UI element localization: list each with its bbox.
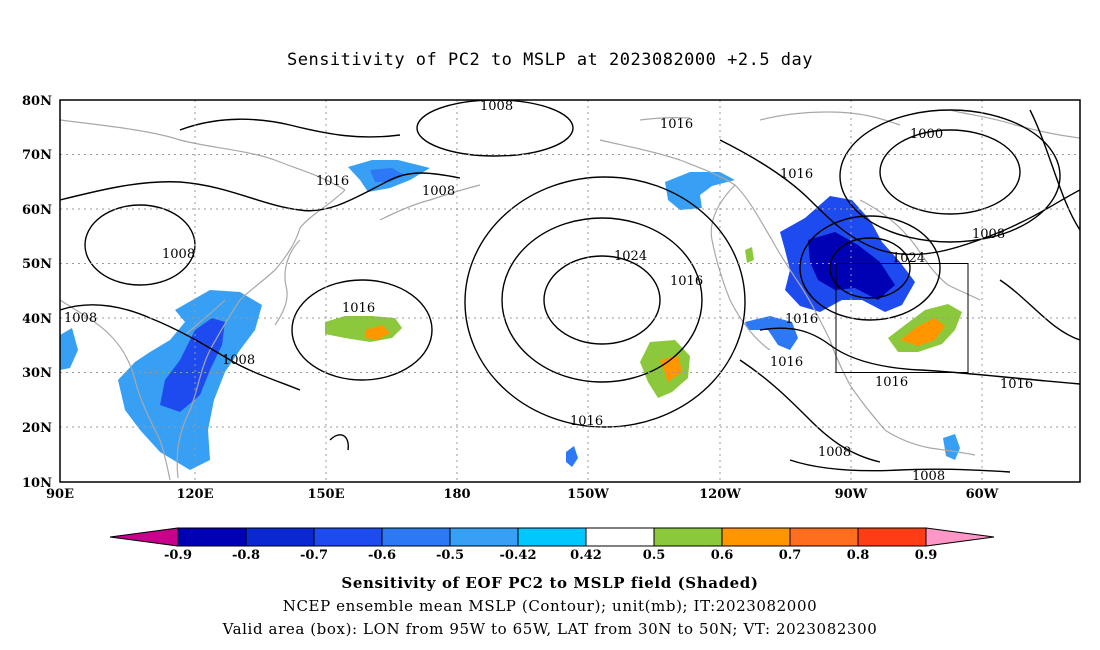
contour-label: 1008 <box>972 227 1005 242</box>
colorbar-low-arrow <box>109 527 179 547</box>
shade-negative-alaska <box>665 172 735 210</box>
colorbar-swatch <box>449 527 519 547</box>
colorbar-swatch <box>585 527 655 547</box>
footer-valid-area-caption: Valid area (box): LON from 95W to 65W, L… <box>222 620 878 638</box>
shade-positive-us-dot <box>745 247 754 263</box>
colorbar-swatch <box>721 527 791 547</box>
colorbar-swatch <box>517 527 587 547</box>
shade-negative-bering-core <box>370 168 405 182</box>
contour-label: 1024 <box>614 249 647 264</box>
contour-layer <box>60 100 1080 473</box>
contour-label: 1008 <box>422 184 455 199</box>
lat-label: 30N <box>22 366 52 381</box>
contour-label: 1016 <box>670 274 703 289</box>
lon-label: 60W <box>966 487 999 502</box>
lon-axis: 90E 120E 150E 180 150W 120W 90W 60W <box>46 487 999 502</box>
colorbar: -0.9 -0.8 -0.7 -0.6 -0.5 -0.42 0.42 0.5 … <box>109 527 995 563</box>
contour-label-group: 1008 1016 1016 1008 1000 1016 1008 1024 … <box>64 99 1033 484</box>
colorbar-swatch <box>313 527 383 547</box>
lat-label: 40N <box>22 312 52 327</box>
shade-positive-pacific-east-core <box>660 355 682 382</box>
contour-label: 1008 <box>912 469 945 484</box>
lon-label: 90E <box>46 487 74 502</box>
lat-label: 20N <box>22 421 52 436</box>
contour-label: 1016 <box>316 174 349 189</box>
shade-positive-pacific-mid-core <box>365 325 390 340</box>
contour-label: 1016 <box>785 312 818 327</box>
map-title: Sensitivity of PC2 to MSLP at 2023082000… <box>286 50 813 70</box>
lat-label: 10N <box>22 476 52 491</box>
colorbar-label: 0.7 <box>779 548 802 563</box>
colorbar-label: -0.6 <box>368 548 396 563</box>
shading-layer <box>60 160 962 470</box>
plot-frame <box>59 99 1081 483</box>
colorbar-label: 0.6 <box>711 548 734 563</box>
shade-negative-pacific-dot <box>566 446 578 467</box>
colorbar-high-arrow <box>925 527 995 547</box>
colorbar-label: -0.7 <box>300 548 328 563</box>
colorbar-swatch <box>245 527 315 547</box>
contour-label: 1008 <box>818 445 851 460</box>
lon-label: 120W <box>699 487 741 502</box>
contour-label: 1016 <box>770 355 803 370</box>
lat-label: 50N <box>22 257 52 272</box>
shade-negative-asia-core <box>160 318 225 412</box>
contour-label: 1008 <box>222 353 255 368</box>
colorbar-label: -0.5 <box>436 548 464 563</box>
colorbar-swatch <box>653 527 723 547</box>
colorbar-label: -0.9 <box>164 548 192 563</box>
contour-label: 1024 <box>892 251 925 266</box>
contour-label: 1016 <box>342 301 375 316</box>
shade-negative-baja <box>745 316 798 350</box>
colorbar-label: 0.8 <box>847 548 870 563</box>
contour-label: 1016 <box>780 167 813 182</box>
lon-label: 150E <box>307 487 344 502</box>
lon-label: 180 <box>443 487 470 502</box>
colorbar-label: -0.8 <box>232 548 260 563</box>
plot-area <box>60 100 1080 482</box>
contour-label: 1016 <box>875 375 908 390</box>
shade-negative-caribbean <box>943 434 960 460</box>
lat-label: 80N <box>22 94 52 109</box>
valid-area-box <box>835 263 969 373</box>
contour-label: 1008 <box>480 99 513 114</box>
footer-shading-caption: Sensitivity of EOF PC2 to MSLP field (Sh… <box>341 574 759 592</box>
lat-label: 60N <box>22 203 52 218</box>
graticule-layer <box>60 100 1080 482</box>
colorbar-label: 0.5 <box>643 548 666 563</box>
lon-label: 120E <box>176 487 213 502</box>
colorbar-swatch <box>857 527 927 547</box>
colorbar-swatch <box>789 527 859 547</box>
lon-label: 90W <box>835 487 868 502</box>
lon-label: 150W <box>567 487 609 502</box>
shade-positive-atlantic-core <box>900 318 945 346</box>
contour-label: 1016 <box>570 414 603 429</box>
shade-negative-asia-west <box>60 328 78 370</box>
lat-label: 70N <box>22 148 52 163</box>
contour-label: 1008 <box>64 311 97 326</box>
colorbar-swatch <box>381 527 451 547</box>
contour-label: 1016 <box>660 117 693 132</box>
footer-contour-caption: NCEP ensemble mean MSLP (Contour); unit(… <box>282 597 818 615</box>
contour-label: 1008 <box>162 247 195 262</box>
colorbar-swatch <box>177 527 247 547</box>
colorbar-label: 0.9 <box>915 548 938 563</box>
lat-axis: 80N 70N 60N 50N 40N 30N 20N 10N <box>22 94 52 491</box>
colorbar-label: -0.42 <box>499 548 536 563</box>
shade-negative-canada-core <box>808 232 895 300</box>
contour-label: 1000 <box>910 127 943 142</box>
contour-label: 1016 <box>1000 377 1033 392</box>
colorbar-label: 0.42 <box>570 548 602 563</box>
